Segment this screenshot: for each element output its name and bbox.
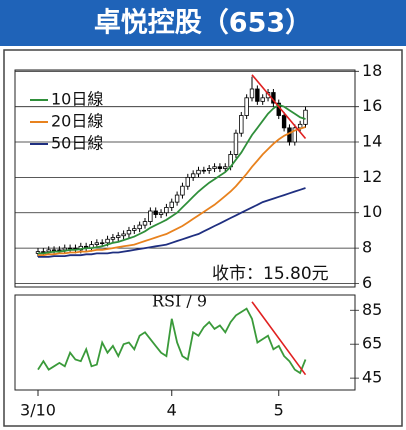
candle-body bbox=[206, 168, 212, 171]
chart-title: 卓悦控股（653） bbox=[94, 8, 312, 39]
y-tick-label: 12 bbox=[362, 167, 382, 186]
y-tick-label: 65 bbox=[362, 334, 382, 353]
rsi-panel bbox=[14, 294, 356, 391]
candle-body bbox=[287, 127, 292, 143]
title-banner bbox=[0, 0, 406, 46]
candle-body bbox=[51, 249, 57, 252]
y-tick-label: 18 bbox=[362, 61, 382, 80]
candle-body bbox=[116, 235, 121, 238]
candle-body bbox=[137, 224, 142, 230]
candle-body bbox=[281, 115, 287, 129]
candle-body bbox=[201, 169, 207, 172]
trend-line bbox=[251, 74, 307, 140]
candle-body bbox=[190, 173, 196, 178]
x-tick-label: 4 bbox=[167, 401, 177, 420]
series-line bbox=[37, 307, 307, 375]
candle-body bbox=[110, 237, 116, 240]
candle-body bbox=[57, 249, 62, 252]
candle-body bbox=[249, 88, 255, 99]
y-tick-label: 16 bbox=[362, 96, 382, 115]
candle-body bbox=[233, 132, 239, 155]
y-tick-label: 14 bbox=[362, 132, 382, 151]
series-line bbox=[38, 187, 306, 258]
y-tick-label: 6 bbox=[362, 273, 372, 292]
x-tick-label: 3/10 bbox=[20, 401, 56, 420]
price-panel bbox=[14, 69, 356, 288]
legend-label: 10日線 bbox=[51, 90, 103, 109]
candle-body bbox=[164, 207, 169, 214]
legend-label: 20日線 bbox=[51, 112, 103, 131]
candle-body bbox=[255, 88, 260, 102]
candle-body bbox=[94, 242, 100, 245]
candle-body bbox=[180, 185, 185, 196]
candle-body bbox=[126, 230, 132, 235]
candle-body bbox=[297, 123, 303, 129]
candle-body bbox=[185, 176, 190, 187]
candle-body bbox=[303, 109, 308, 125]
trend-line bbox=[251, 301, 307, 376]
candle-body bbox=[142, 221, 148, 226]
candle-body bbox=[41, 251, 46, 253]
candle-body bbox=[212, 166, 217, 169]
y-tick-label: 10 bbox=[362, 202, 382, 221]
series-line bbox=[38, 126, 306, 257]
candle-body bbox=[174, 194, 180, 203]
y-tick-label: 8 bbox=[362, 238, 372, 257]
candle-body bbox=[217, 166, 223, 169]
candle-body bbox=[105, 238, 110, 244]
x-tick-label: 5 bbox=[274, 401, 284, 420]
candle-body bbox=[67, 247, 73, 250]
candle-body bbox=[260, 97, 265, 102]
candle-body bbox=[158, 212, 164, 215]
panel-title: RSI / 9 bbox=[152, 292, 207, 311]
y-tick-label: 45 bbox=[362, 368, 382, 387]
candle-body bbox=[239, 115, 244, 134]
legend-label: 50日線 bbox=[51, 134, 103, 153]
candle-body bbox=[196, 169, 201, 175]
candle-body bbox=[121, 233, 126, 237]
candle-body bbox=[148, 210, 153, 222]
series-line bbox=[38, 103, 306, 255]
annotation: 收市：15.80元 bbox=[212, 264, 329, 284]
y-tick-label: 85 bbox=[362, 300, 382, 319]
candle-body bbox=[292, 127, 297, 143]
candle-body bbox=[223, 166, 228, 169]
candle-body bbox=[132, 228, 137, 231]
candle-body bbox=[62, 247, 67, 251]
candle-body bbox=[153, 210, 158, 215]
frame bbox=[3, 49, 403, 427]
candle-body bbox=[100, 242, 105, 245]
candle-body bbox=[244, 97, 249, 116]
candle-body bbox=[169, 201, 174, 208]
